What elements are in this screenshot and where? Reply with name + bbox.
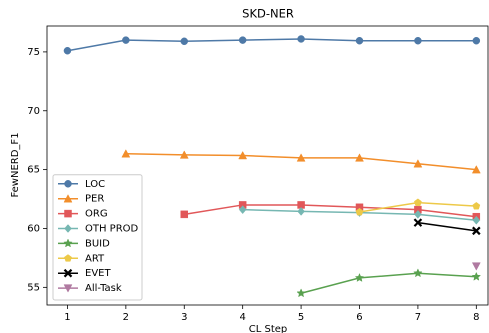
marker bbox=[355, 153, 364, 162]
legend-marker bbox=[63, 238, 73, 248]
x-axis-label: CL Step bbox=[249, 324, 288, 333]
legend-label: PER bbox=[85, 194, 104, 205]
legend-label: ART bbox=[85, 253, 105, 264]
series-line bbox=[67, 38, 477, 52]
series-line bbox=[417, 221, 477, 232]
marker bbox=[472, 215, 481, 225]
marker bbox=[355, 36, 364, 45]
series-line bbox=[184, 204, 477, 218]
marker bbox=[471, 262, 481, 271]
chart-title: SKD-NER bbox=[242, 7, 294, 21]
legend-label: LOC bbox=[85, 179, 105, 190]
legend-label: All-Task bbox=[85, 283, 122, 294]
legend-marker bbox=[64, 209, 72, 218]
marker bbox=[296, 153, 306, 162]
x-tick-label: 5 bbox=[298, 312, 304, 323]
marker bbox=[355, 207, 364, 216]
marker bbox=[472, 202, 481, 210]
x-tick-label: 2 bbox=[123, 312, 129, 323]
series-line bbox=[300, 272, 477, 294]
marker bbox=[413, 218, 423, 227]
x-tick-label: 7 bbox=[415, 312, 421, 323]
legend-label: EVET bbox=[85, 268, 111, 279]
legend-marker bbox=[63, 268, 73, 278]
marker bbox=[413, 268, 423, 278]
marker bbox=[63, 46, 72, 55]
legend-marker bbox=[63, 284, 73, 293]
marker bbox=[354, 272, 365, 282]
x-tick-label: 6 bbox=[356, 312, 362, 323]
x-tick-label: 8 bbox=[473, 312, 479, 323]
marker bbox=[238, 150, 248, 160]
marker bbox=[238, 36, 247, 44]
legend-marker bbox=[63, 194, 73, 203]
y-tick-label: 75 bbox=[27, 47, 40, 58]
legend-label: BUID bbox=[85, 238, 110, 249]
legend-label: OTH PROD bbox=[85, 224, 139, 235]
marker bbox=[296, 288, 306, 298]
marker bbox=[297, 207, 305, 216]
marker bbox=[413, 198, 422, 206]
x-tick-label: 3 bbox=[181, 312, 187, 323]
x-tick-label: 1 bbox=[64, 312, 70, 323]
legend-box bbox=[52, 174, 143, 301]
marker bbox=[180, 37, 189, 46]
marker bbox=[413, 159, 423, 168]
y-tick-label: 65 bbox=[27, 165, 40, 176]
marker bbox=[471, 165, 481, 174]
legend: LOC PER ORG OTH PROD BUID ART EVET All-Task bbox=[52, 174, 143, 301]
y-tick-label: 55 bbox=[27, 282, 40, 293]
marker bbox=[297, 35, 305, 43]
legend-label: ORG bbox=[85, 209, 108, 220]
marker bbox=[179, 150, 189, 159]
marker bbox=[471, 271, 482, 281]
marker bbox=[122, 36, 130, 44]
legend-marker bbox=[64, 254, 72, 262]
x-tick-label: 4 bbox=[239, 312, 245, 323]
legend-marker bbox=[64, 180, 72, 188]
legend-marker bbox=[64, 224, 72, 233]
marker bbox=[238, 205, 247, 215]
marker bbox=[414, 209, 422, 219]
y-axis-label: FewNERD_F1 bbox=[10, 132, 21, 197]
y-tick-label: 60 bbox=[27, 223, 40, 234]
marker bbox=[121, 149, 131, 158]
marker bbox=[472, 36, 481, 45]
marker bbox=[414, 36, 422, 45]
plot-frame bbox=[46, 25, 489, 306]
y-tick-label: 70 bbox=[27, 106, 40, 117]
marker bbox=[180, 210, 189, 219]
marker bbox=[472, 226, 481, 236]
